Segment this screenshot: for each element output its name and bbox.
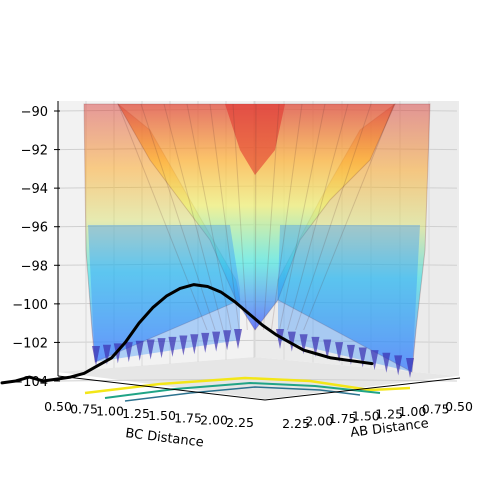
valley-spike (406, 358, 414, 378)
valley-spike (179, 335, 188, 356)
ab-tick-label: 2.00 (305, 414, 333, 429)
surface-mesh (117, 103, 395, 331)
valley-spike (323, 339, 332, 360)
mesh-line (279, 103, 326, 331)
trajectory-line (0, 283, 374, 385)
mesh-line (262, 103, 280, 331)
z-tick-label: −92 (21, 144, 48, 159)
bc-tick-label: 0.75 (70, 401, 98, 416)
valley-spike (190, 334, 199, 355)
bc-tick-label: 2.25 (226, 415, 254, 430)
valley-spike (276, 329, 284, 349)
mesh-line (140, 103, 216, 331)
mesh-line (303, 103, 395, 331)
valley-spike (358, 347, 367, 368)
valley-spike (124, 342, 133, 363)
bc-tick-label: 2.00 (200, 413, 228, 428)
valley-spike (92, 346, 100, 366)
mesh-line (287, 103, 349, 331)
valley-spike (212, 331, 221, 352)
ab-tick-label: 1.25 (375, 406, 403, 421)
z-tick-label: −102 (12, 336, 48, 351)
valley-spike (234, 329, 242, 349)
valley-spike (102, 344, 111, 365)
valley-spike (135, 340, 144, 361)
mesh-line (163, 103, 224, 331)
ab-tick-label: 1.00 (399, 404, 427, 419)
floor-contour-navy (124, 386, 361, 402)
floor-contour-teal (104, 381, 381, 399)
ab-tick-label: 2.25 (282, 416, 310, 431)
valley-spike (346, 344, 355, 365)
ab-tick-label: 1.75 (329, 411, 357, 426)
valley-spike (223, 330, 232, 351)
z-tick-label: −90 (21, 105, 48, 120)
z-tick-label: −104 (12, 375, 48, 390)
valley-spike (287, 331, 296, 352)
mesh-line (117, 103, 208, 331)
bc-tick-label: 1.00 (96, 404, 124, 419)
valley-spike (394, 355, 403, 376)
z-tick-label: −94 (21, 182, 48, 197)
energy-surface (83, 103, 431, 402)
mesh-line (232, 103, 248, 331)
valley-spike (201, 332, 210, 353)
valley-spike (335, 342, 344, 363)
surface-blue-basin-right (278, 225, 420, 372)
valley-spike (311, 336, 320, 357)
mesh-line (270, 103, 303, 331)
ab-axis-line (264, 377, 461, 401)
mesh-line (254, 103, 257, 331)
bc-tick-label: 1.50 (148, 408, 176, 423)
mesh-line (295, 103, 372, 331)
z-tick-label: −98 (21, 259, 48, 274)
surface-red-cap (225, 104, 285, 175)
valley-spike (146, 339, 155, 360)
floor-contour-yellow (84, 376, 411, 395)
z-tick-label: −100 (12, 298, 48, 313)
valley-spike (382, 352, 391, 373)
z-tick-label: −96 (21, 221, 48, 236)
valley-spike (370, 350, 379, 371)
bc-tick-label: 1.75 (174, 410, 202, 425)
surface-center (117, 103, 396, 331)
z-axis: −90 −92 −94 −96 −98 −100 −102 −104 (12, 101, 60, 390)
ab-tick-label: 1.50 (352, 409, 380, 424)
valley-spike (299, 334, 308, 355)
surface-valley-spikes (92, 329, 414, 378)
valley-spike (168, 336, 177, 357)
bc-tick-label: 0.50 (44, 399, 72, 414)
ab-tick-label: 0.75 (422, 401, 450, 416)
bc-tick-label: 1.25 (122, 406, 150, 421)
valley-spike (157, 338, 166, 359)
bc-axis-label: BC Distance (125, 426, 205, 450)
ab-tick-label: 0.50 (445, 399, 473, 414)
mesh-line (209, 103, 240, 331)
surface-blue-basin-left (88, 225, 240, 362)
gridline (57, 339, 256, 343)
bc-axis-line (57, 375, 266, 401)
